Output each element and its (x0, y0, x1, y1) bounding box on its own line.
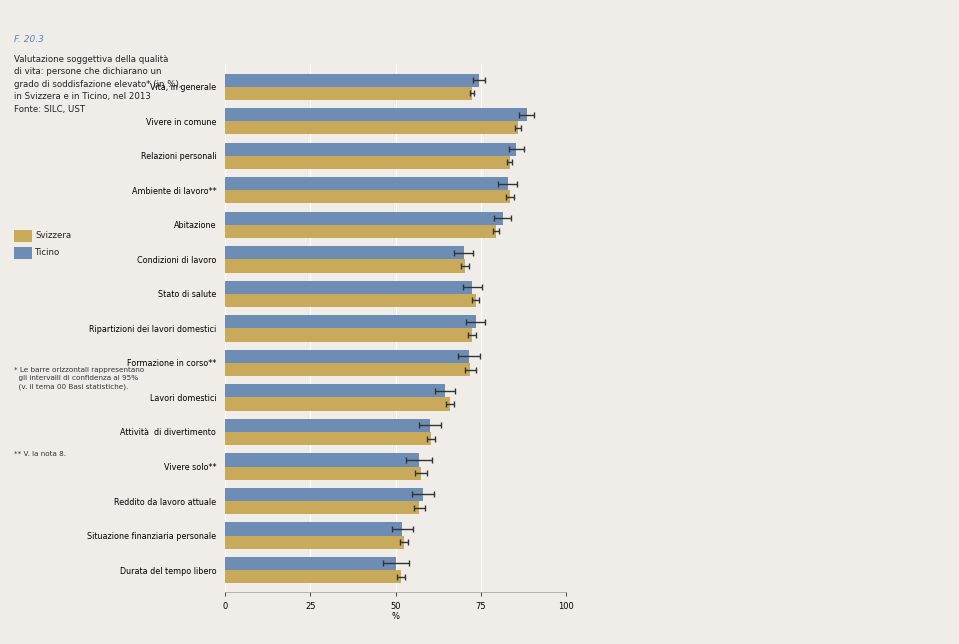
Text: ** V. la nota 8.: ** V. la nota 8. (14, 451, 66, 457)
Text: F. 20.3: F. 20.3 (14, 35, 44, 44)
Bar (225, 522, 403, 536)
X-axis label: %: % (391, 612, 400, 621)
Bar (225, 501, 419, 514)
Text: Svizzera: Svizzera (35, 231, 72, 240)
Bar (225, 294, 476, 307)
Bar (225, 570, 401, 583)
Bar (225, 384, 445, 397)
Bar (225, 212, 503, 225)
Bar (225, 108, 526, 121)
Bar (225, 260, 465, 272)
Bar (225, 121, 518, 135)
Bar (225, 488, 423, 501)
Bar (225, 225, 496, 238)
Bar (225, 536, 404, 549)
Bar (225, 281, 472, 294)
Bar (225, 316, 476, 328)
Text: Valutazione soggettiva della qualità
di vita: persone che dichiarano un
grado di: Valutazione soggettiva della qualità di … (14, 55, 182, 114)
Bar (225, 397, 450, 411)
Text: * Le barre orizzontali rappresentano
  gli intervalli di confidenza al 95%
  (v.: * Le barre orizzontali rappresentano gli… (14, 367, 145, 390)
Bar (225, 453, 419, 466)
Bar (225, 363, 471, 376)
Bar (225, 143, 517, 156)
Bar (225, 73, 479, 87)
Bar (225, 87, 472, 100)
Bar (225, 246, 463, 260)
Text: Ticino: Ticino (35, 248, 60, 257)
Bar (225, 177, 508, 191)
Bar (225, 350, 469, 363)
Bar (225, 432, 432, 445)
Bar (225, 191, 509, 204)
Bar (225, 557, 395, 570)
Bar (225, 328, 472, 341)
Bar (225, 419, 430, 432)
Bar (225, 466, 421, 480)
Bar (225, 156, 509, 169)
